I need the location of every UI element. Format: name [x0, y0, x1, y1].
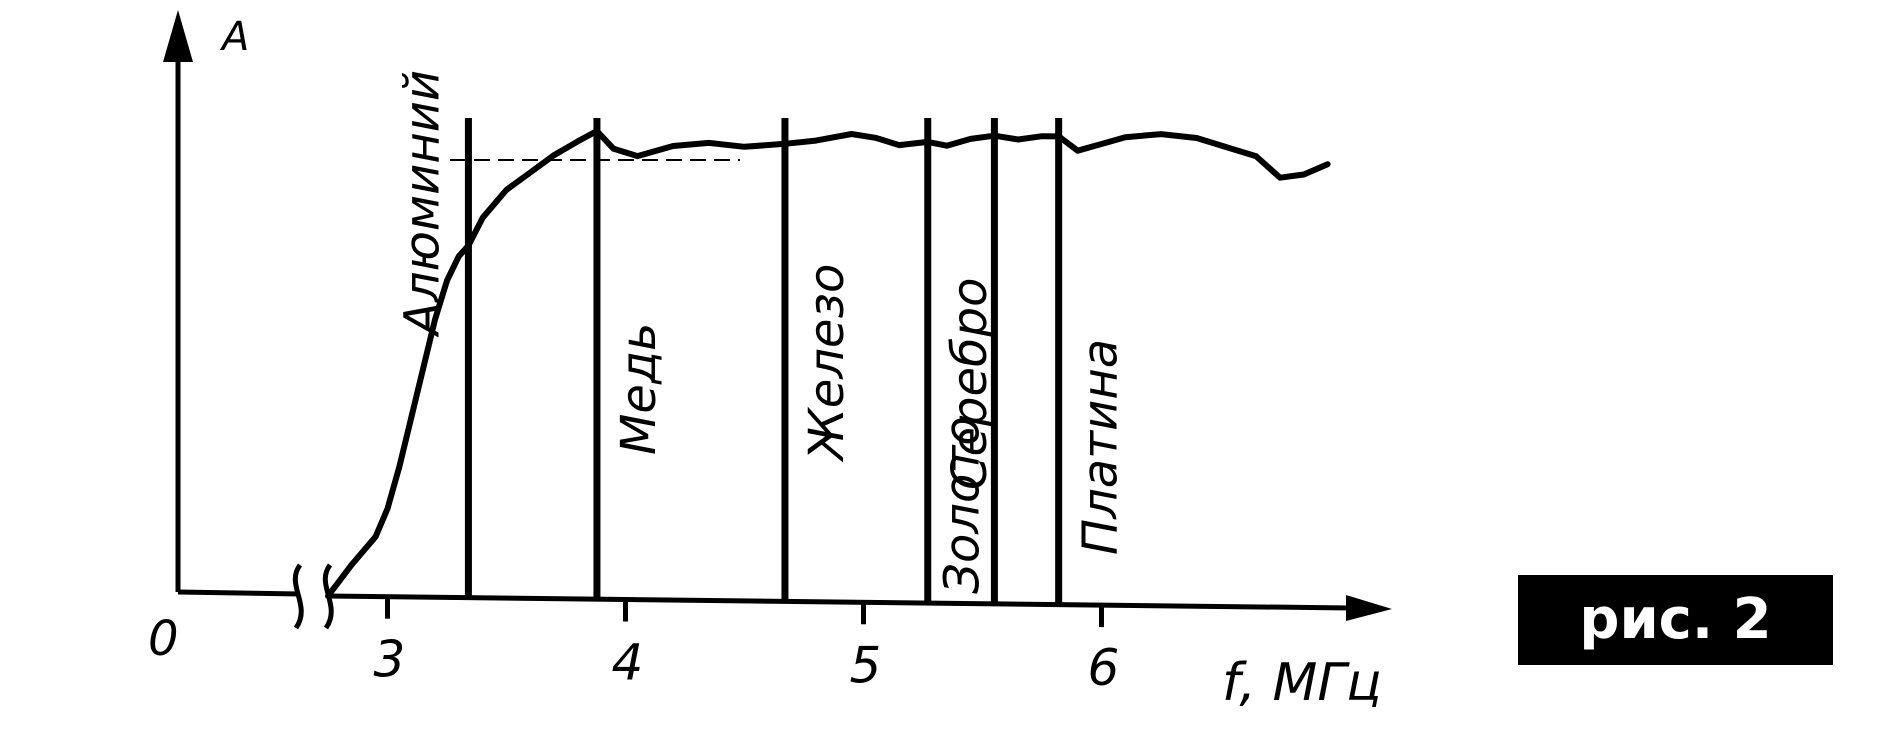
x-tick-label: 4	[612, 633, 644, 691]
x-axis	[327, 593, 1351, 611]
x-ticks: 3 4 5 6	[374, 596, 1120, 697]
response-curve	[325, 128, 1331, 599]
x-tick-label: 6	[1088, 639, 1120, 697]
marker-label: Железо	[799, 264, 855, 463]
x-axis-left-segment	[177, 589, 301, 597]
x-axis-label: f, МГц	[1222, 653, 1382, 713]
y-axis-label: A	[219, 14, 249, 60]
marker-label: Серебро	[942, 278, 998, 490]
y-axis-arrow-icon	[163, 10, 193, 62]
x-tick-label: 5	[850, 636, 882, 694]
figure-label: рис. 2	[1518, 575, 1833, 665]
marker-label: Медь	[611, 323, 667, 455]
marker-label: Золото	[934, 416, 990, 594]
marker-label: Платина	[1073, 339, 1129, 555]
x-tick-label: 3	[374, 631, 406, 689]
origin-label: 0	[148, 611, 179, 667]
x-axis-arrow-icon	[1346, 595, 1392, 621]
